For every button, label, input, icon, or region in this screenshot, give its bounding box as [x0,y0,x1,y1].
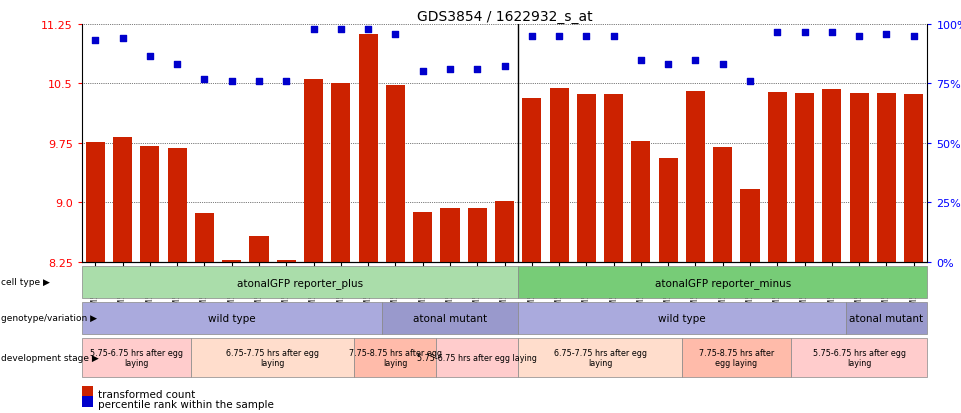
Point [497,64,512,70]
Text: 6.75-7.75 hrs after egg
laying: 6.75-7.75 hrs after egg laying [226,348,319,367]
Point [224,78,239,85]
Point [770,29,785,36]
Bar [518,266,927,299]
Title: GDS3854 / 1622932_s_at: GDS3854 / 1622932_s_at [417,10,592,24]
Bar [550,89,569,262]
Bar [436,338,518,377]
Bar [358,35,378,262]
Point [333,27,349,33]
Point [851,33,867,40]
Bar [82,302,382,335]
Bar [823,90,842,262]
Bar [791,338,927,377]
Bar [658,159,678,262]
Bar [713,147,732,262]
Text: atonal mutant: atonal mutant [413,313,487,323]
Bar [518,338,682,377]
Text: atonalGFP reporter_plus: atonalGFP reporter_plus [236,277,363,288]
Bar [850,94,869,262]
Bar [741,190,759,262]
Bar [382,302,518,335]
Point [197,77,212,83]
Point [579,33,594,40]
Text: 5.75-6.75 hrs after egg
laying: 5.75-6.75 hrs after egg laying [813,348,905,367]
Bar [686,92,705,262]
Point [252,78,267,85]
Bar [468,209,487,262]
Bar [413,212,432,262]
Bar [904,95,924,262]
Point [825,29,840,36]
Bar [577,95,596,262]
Point [797,29,812,36]
Point [387,32,403,38]
Point [906,33,922,40]
Text: wild type: wild type [208,313,256,323]
Point [87,37,103,44]
Point [306,27,321,33]
Bar [846,302,927,335]
Point [360,27,376,33]
Bar [355,338,436,377]
Text: 5.75-6.75 hrs after egg laying: 5.75-6.75 hrs after egg laying [417,353,537,362]
Text: percentile rank within the sample: percentile rank within the sample [98,399,274,409]
Point [660,61,676,68]
Bar [518,302,846,335]
Point [606,33,622,40]
Bar [140,147,160,262]
Bar [386,86,405,262]
Point [169,61,185,68]
Point [470,66,485,73]
Point [442,66,457,73]
Point [552,33,567,40]
Bar [195,214,214,262]
Text: 7.75-8.75 hrs after egg
laying: 7.75-8.75 hrs after egg laying [349,348,442,367]
Bar [631,142,651,262]
Text: cell type ▶: cell type ▶ [1,277,50,286]
Point [715,61,730,68]
Text: atonalGFP reporter_minus: atonalGFP reporter_minus [654,277,791,288]
Bar [682,338,791,377]
Text: genotype/variation ▶: genotype/variation ▶ [1,313,97,322]
Bar [495,201,514,262]
Bar [113,137,133,262]
Bar [876,94,896,262]
Bar [82,266,518,299]
Point [279,78,294,85]
Point [688,57,703,64]
Bar [440,209,459,262]
Point [142,53,158,60]
Text: 7.75-8.75 hrs after
egg laying: 7.75-8.75 hrs after egg laying [699,348,774,367]
Bar [86,143,105,262]
Bar [604,95,623,262]
Bar [768,93,787,262]
Bar [522,98,541,262]
Bar [332,83,351,262]
Bar [82,338,191,377]
Text: development stage ▶: development stage ▶ [1,354,99,363]
Bar [222,260,241,262]
Bar [795,94,814,262]
Text: 6.75-7.75 hrs after egg
laying: 6.75-7.75 hrs after egg laying [554,348,647,367]
Point [524,33,539,40]
Bar [304,79,323,262]
Bar [167,148,186,262]
Text: transformed count: transformed count [98,389,195,399]
Point [415,69,431,76]
Text: 5.75-6.75 hrs after egg
laying: 5.75-6.75 hrs after egg laying [89,348,183,367]
Point [633,57,649,64]
Bar [250,236,268,262]
Point [742,78,757,85]
Bar [191,338,355,377]
Bar [277,260,296,262]
Text: wild type: wild type [658,313,705,323]
Point [878,32,894,38]
Text: atonal mutant: atonal mutant [850,313,924,323]
Point [115,36,131,43]
